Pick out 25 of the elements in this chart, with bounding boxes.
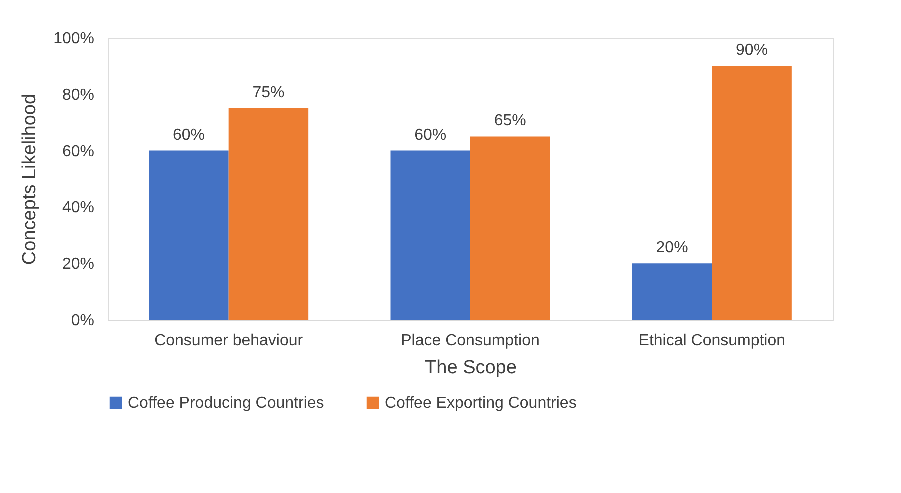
y-tick-label: 100% bbox=[54, 30, 94, 48]
y-tick-label: 40% bbox=[62, 200, 94, 217]
bar bbox=[228, 108, 309, 320]
data-label: 60% bbox=[414, 126, 447, 144]
y-axis-title: Concepts Likelihood bbox=[20, 94, 41, 266]
x-tick-label: Consumer behaviour bbox=[154, 332, 304, 350]
data-label: 20% bbox=[656, 240, 688, 257]
x-tick-label: Place Consumption bbox=[401, 332, 540, 350]
data-label: 60% bbox=[172, 126, 205, 144]
bar bbox=[712, 66, 792, 320]
y-tick-label: 60% bbox=[62, 143, 94, 160]
bar bbox=[632, 264, 712, 320]
y-tick-label: 20% bbox=[62, 256, 94, 274]
legend-label: Coffee Exporting Countries bbox=[385, 395, 577, 412]
data-label: 75% bbox=[252, 84, 285, 102]
x-axis-title: The Scope bbox=[425, 358, 517, 378]
data-label: 65% bbox=[494, 112, 526, 130]
legend-label: Coffee Producing Countries bbox=[128, 395, 324, 412]
bar bbox=[149, 150, 229, 320]
x-tick-label: Ethical Consumption bbox=[638, 332, 786, 350]
data-label: 90% bbox=[736, 42, 768, 60]
bar bbox=[390, 150, 470, 320]
y-tick-label: 0% bbox=[71, 312, 94, 330]
bar bbox=[470, 136, 550, 320]
y-tick-label: 80% bbox=[62, 86, 94, 104]
